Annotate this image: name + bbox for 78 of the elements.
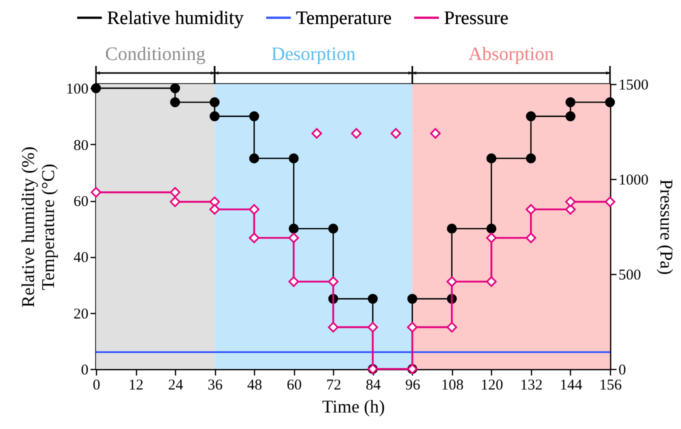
point — [390, 128, 402, 139]
x-tick-label: 12 — [128, 378, 144, 394]
point — [170, 187, 180, 198]
point — [407, 322, 418, 332]
point — [526, 232, 536, 244]
point — [311, 128, 322, 139]
point — [90, 187, 102, 198]
y2-tick-label: 1500 — [618, 78, 648, 94]
x-axis-title: Time (h) — [322, 396, 385, 416]
x-tick-label: 60 — [286, 378, 302, 394]
point — [288, 153, 299, 164]
x-tick-label: 96 — [405, 378, 421, 394]
x-tick-label: 108 — [441, 378, 464, 394]
point — [209, 196, 220, 208]
point — [248, 232, 260, 244]
point — [565, 111, 576, 122]
x-tick-label: 48 — [247, 378, 262, 394]
point — [170, 97, 180, 108]
band-label: Conditioning — [105, 44, 206, 65]
point — [407, 294, 418, 304]
point — [288, 232, 299, 244]
point — [170, 196, 180, 208]
y-axis-title: Relative humidity (%) Temperature (°C) — [18, 146, 58, 308]
y-tick-label: 60 — [74, 194, 88, 210]
x-tick-label: 0 — [92, 378, 100, 394]
legend-label: Relative humidity — [107, 8, 244, 29]
legend-label: Temperature — [296, 8, 392, 29]
legend-label: Pressure — [444, 8, 508, 29]
point — [565, 97, 576, 108]
point — [526, 111, 536, 122]
point — [565, 196, 576, 208]
x-tick-label: 156 — [599, 378, 622, 394]
point — [368, 294, 378, 304]
x-tick-label: 120 — [480, 378, 504, 394]
y2-tick-label: 500 — [618, 268, 641, 284]
band-label: Desorption — [271, 44, 356, 65]
point — [288, 224, 299, 234]
point — [328, 276, 339, 287]
y-tick-label: 100 — [66, 82, 88, 98]
point — [605, 97, 615, 108]
point — [486, 153, 496, 164]
x-tick-label: 36 — [208, 378, 224, 394]
point — [249, 111, 260, 122]
point — [486, 276, 497, 287]
band-label: Absorption — [468, 44, 554, 65]
point — [248, 204, 260, 215]
point — [288, 276, 299, 287]
point — [526, 153, 536, 164]
y-tick-label: 0 — [81, 362, 88, 378]
y-tick-label: 40 — [74, 250, 88, 266]
point — [210, 111, 220, 122]
x-tick-label: 132 — [520, 378, 543, 394]
point — [446, 276, 458, 287]
x-tick-label: 72 — [326, 378, 342, 394]
point — [430, 128, 441, 139]
y2-tick-label: 1000 — [618, 172, 648, 188]
x-tick-label: 144 — [560, 378, 583, 394]
y2-axis-title: Pressure (Pa) — [656, 179, 676, 275]
point — [526, 204, 536, 215]
point — [351, 128, 362, 139]
point — [210, 97, 220, 108]
point — [367, 322, 378, 332]
x-tick-label: 24 — [168, 378, 184, 394]
point — [486, 224, 496, 234]
point — [486, 232, 497, 244]
point — [565, 204, 576, 215]
point — [446, 224, 457, 234]
point — [328, 322, 339, 332]
point — [249, 153, 260, 164]
point — [170, 83, 180, 94]
x-tick-label: 84 — [366, 378, 382, 394]
point — [209, 204, 220, 215]
y-tick-label: 80 — [74, 138, 88, 154]
point — [446, 322, 458, 332]
point — [604, 196, 616, 208]
y2-tick-label: 0 — [618, 362, 626, 378]
point — [328, 224, 338, 234]
y-tick-label: 20 — [74, 306, 88, 322]
